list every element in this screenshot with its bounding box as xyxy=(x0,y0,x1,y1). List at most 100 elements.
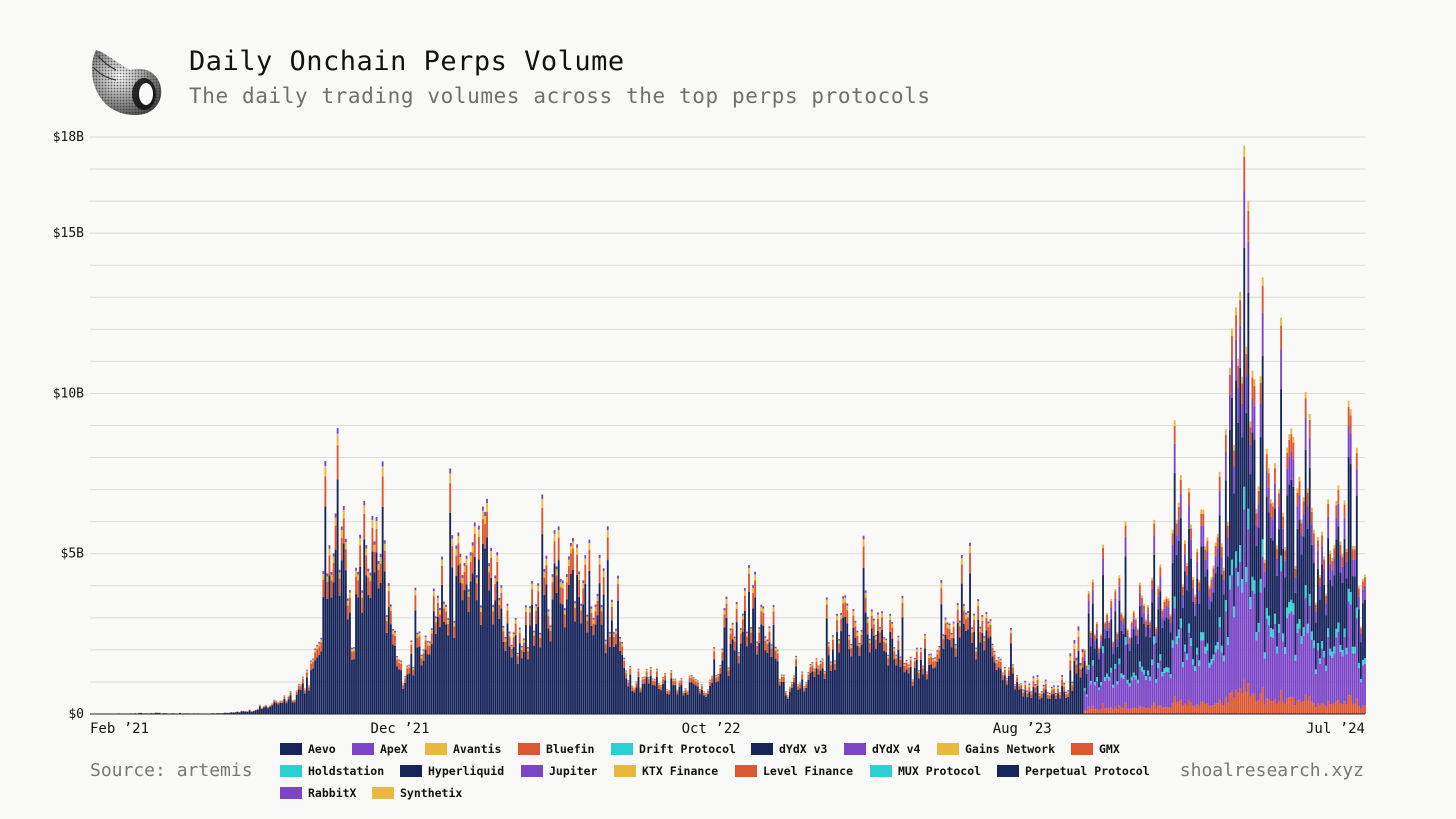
bar-segment xyxy=(1355,607,1358,619)
bar-segment xyxy=(1141,597,1143,605)
bar-segment xyxy=(1112,709,1115,714)
bar-segment xyxy=(858,655,861,714)
bar-segment xyxy=(686,691,689,693)
bar-segment xyxy=(1128,686,1131,710)
bar-segment xyxy=(1278,623,1280,633)
bar-segment xyxy=(991,656,994,714)
bar-segment xyxy=(338,572,341,579)
bar-segment xyxy=(586,632,589,714)
bar-segment xyxy=(1231,328,1233,337)
bar-segment xyxy=(1010,633,1012,644)
bar-segment xyxy=(477,529,480,537)
bar-segment xyxy=(981,620,984,633)
bar-segment xyxy=(883,637,885,639)
bar-segment xyxy=(1040,692,1043,695)
bar-segment xyxy=(1290,451,1293,480)
bar-segment xyxy=(316,649,319,658)
bar-segment xyxy=(1319,663,1321,706)
bar-segment xyxy=(1239,688,1242,714)
bar-segment xyxy=(1149,708,1152,714)
bar-segment xyxy=(502,641,505,714)
bar-segment xyxy=(1222,661,1225,706)
bar-segment xyxy=(1175,636,1178,645)
bar-segment xyxy=(246,711,249,714)
bar-segment xyxy=(1263,559,1266,563)
bar-segment xyxy=(877,630,879,714)
bar-segment xyxy=(1261,355,1264,540)
bar-segment xyxy=(1110,667,1113,673)
bar-segment xyxy=(1319,577,1321,587)
bar-segment xyxy=(791,682,793,685)
bar-segment xyxy=(1108,621,1111,623)
bar-segment xyxy=(451,545,454,568)
bar-segment xyxy=(633,689,636,693)
bar-segment xyxy=(619,650,621,714)
bar-segment xyxy=(1271,519,1274,541)
bar-segment xyxy=(971,627,973,630)
bar-segment xyxy=(613,633,615,638)
bar-segment xyxy=(1353,653,1356,704)
bar-segment xyxy=(332,553,335,557)
bar-segment xyxy=(1359,628,1362,634)
bar-segment xyxy=(512,632,515,634)
bar-segment xyxy=(1005,678,1008,681)
bar-segment xyxy=(475,575,478,578)
bar-segment xyxy=(1155,633,1158,643)
bar-segment xyxy=(394,635,396,646)
legend-swatch xyxy=(352,743,374,755)
bar-segment xyxy=(604,641,607,645)
bar-segment xyxy=(430,633,433,644)
bar-segment xyxy=(631,690,634,714)
bar-segment xyxy=(1030,694,1033,698)
bar-segment xyxy=(1267,512,1270,616)
bar-segment xyxy=(807,672,810,674)
bar-segment xyxy=(1149,637,1152,677)
bar-segment xyxy=(422,650,425,654)
bar-segment xyxy=(1263,587,1266,653)
bar-segment xyxy=(1306,492,1309,507)
bar-segment xyxy=(1347,457,1350,589)
bar-segment xyxy=(1104,708,1107,714)
bar-segment xyxy=(797,684,800,686)
bar-segment xyxy=(862,535,865,540)
bar-segment xyxy=(285,701,288,704)
bar-segment xyxy=(1087,669,1090,707)
bar-segment xyxy=(363,513,366,540)
bar-segment xyxy=(1188,700,1190,714)
bar-segment xyxy=(1314,669,1317,674)
bar-segment xyxy=(1014,685,1016,690)
bar-segment xyxy=(455,548,458,556)
bar-segment xyxy=(1122,674,1125,679)
bar-segment xyxy=(1087,613,1090,665)
bar-segment xyxy=(1005,684,1008,714)
bar-segment xyxy=(1353,549,1356,560)
bar-segment xyxy=(1122,633,1125,675)
bar-segment xyxy=(1302,627,1305,636)
bar-segment xyxy=(449,512,452,714)
bar-segment xyxy=(960,583,963,714)
bar-segment xyxy=(588,571,591,714)
legend-item: RabbitX xyxy=(280,786,356,800)
bar-segment xyxy=(600,607,603,612)
bar-segment xyxy=(586,616,589,621)
bar-segment xyxy=(801,672,804,675)
bar-segment xyxy=(1196,647,1199,655)
bar-segment xyxy=(1214,556,1217,574)
bar-segment xyxy=(432,596,435,612)
bar-segment xyxy=(1349,409,1352,416)
bar-segment xyxy=(999,662,1002,669)
bar-segment xyxy=(389,604,392,607)
bar-segment xyxy=(494,583,497,601)
bar-segment xyxy=(658,685,660,689)
bar-segment xyxy=(999,668,1002,714)
bar-segment xyxy=(512,634,515,638)
bar-segment xyxy=(1169,616,1172,623)
bar-segment xyxy=(858,642,861,645)
bar-segment xyxy=(958,637,961,714)
bar-segment xyxy=(965,618,967,631)
bar-segment xyxy=(1251,590,1254,694)
bar-segment xyxy=(1229,575,1231,590)
bar-segment xyxy=(1292,459,1295,487)
bar-segment xyxy=(1323,559,1325,570)
bar-segment xyxy=(1059,692,1061,694)
